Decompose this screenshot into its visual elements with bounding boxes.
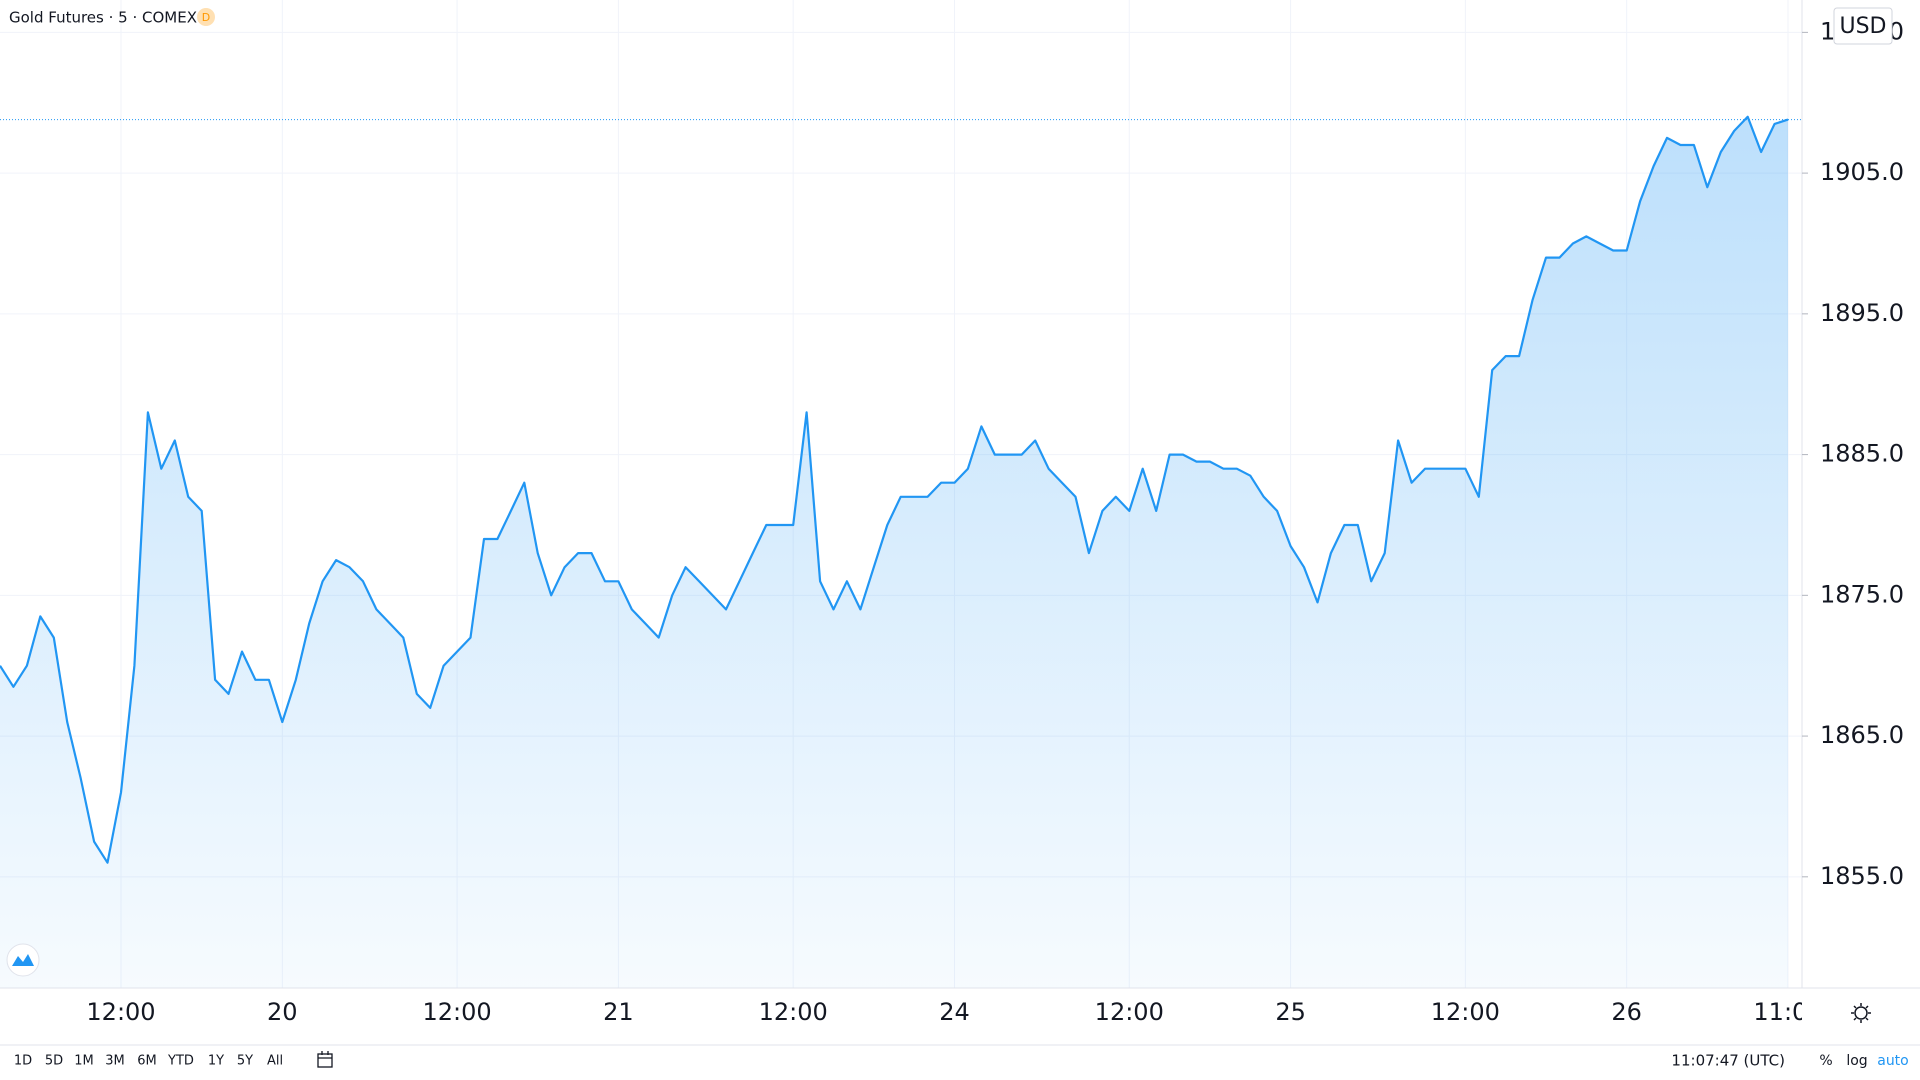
x-tick-label: 12:00 [422,998,491,1026]
range-button[interactable]: 3M [105,1054,125,1069]
range-button[interactable]: 1M [74,1054,94,1069]
range-button[interactable]: 1D [14,1054,32,1069]
x-tick-label: 12:00 [1095,998,1164,1026]
range-button[interactable]: YTD [167,1054,194,1069]
y-tick-label: 1875.0 [1820,580,1904,608]
x-tick-label: 25 [1275,998,1306,1026]
range-button[interactable]: All [267,1054,283,1069]
x-tick-label: 12:00 [86,998,155,1026]
time-axis: 12:00 20 12:00 21 12:00 24 12:00 25 12:00 26 11:00 [86,998,1822,1026]
range-button[interactable]: 6M [137,1054,157,1069]
date-range-icon[interactable] [317,1051,333,1068]
x-tick-label: 24 [939,998,970,1026]
clock: 11:07:47 (UTC) [1671,1052,1785,1070]
tv-logo[interactable] [6,943,40,977]
range-button[interactable]: 1Y [208,1054,224,1069]
x-tick-label: 20 [267,998,298,1026]
scale-option[interactable]: log [1846,1053,1867,1069]
y-tick-label: 1885.0 [1820,440,1904,468]
range-button[interactable]: 5Y [237,1054,253,1069]
currency[interactable]: USD [1839,14,1886,39]
symbol-legend[interactable]: Gold Futures · 5 · COMEX [9,9,197,27]
area-fill [0,116,1788,989]
series [0,115,1802,989]
bottom-toolbar: 1D 5D 1M 3M 6M YTD 1Y 5Y All% log auto [14,1053,1909,1069]
y-tick-label: 1905.0 [1820,158,1904,186]
y-tick-label: 1895.0 [1820,299,1904,327]
y-tick-label: 1855.0 [1820,862,1904,890]
x-tick-label: 21 [603,998,634,1026]
x-tick-label: 26 [1611,998,1642,1026]
x-tick-label: 12:00 [1431,998,1500,1026]
x-tick-label: 11:00 [1753,998,1822,1026]
scale-option[interactable]: auto [1877,1053,1909,1069]
x-tick-label: 12:00 [759,998,828,1026]
badge-bg [197,8,215,26]
settings-icon[interactable] [1851,1003,1871,1023]
range-button[interactable]: 5D [45,1054,63,1069]
scale-option[interactable]: % [1819,1053,1832,1069]
y-tick-label: 1865.0 [1820,721,1904,749]
currency-box[interactable] [1833,7,1893,45]
price-line [0,115,1789,864]
badge[interactable]: D [202,11,210,24]
